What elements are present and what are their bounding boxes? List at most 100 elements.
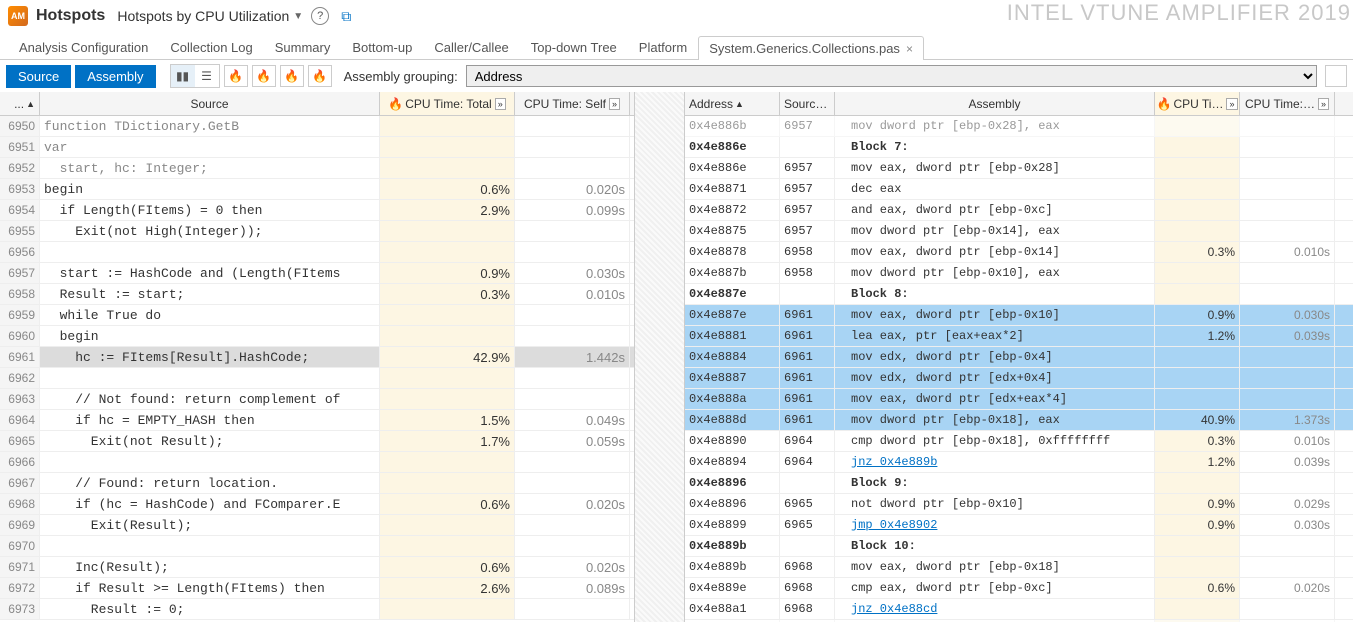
cpu-self <box>515 368 630 388</box>
page-title: Hotspots <box>36 7 105 25</box>
assembly-row[interactable]: 0x4e88716957dec eax <box>685 179 1353 200</box>
flame-button-4[interactable]: 🔥 <box>308 65 332 87</box>
source-row[interactable]: 6969 Exit(Result); <box>0 515 634 536</box>
address: 0x4e889b <box>685 536 780 556</box>
assembly-row[interactable]: 0x4e88966965not dword ptr [ebp-0x10]0.9%… <box>685 494 1353 515</box>
col-source[interactable]: Source <box>40 92 380 115</box>
page-subtitle[interactable]: Hotspots by CPU Utilization <box>117 8 289 24</box>
assembly-row[interactable]: 0x4e886b6957mov dword ptr [ebp-0x28], ea… <box>685 116 1353 137</box>
assembly-row[interactable]: 0x4e88876961mov edx, dword ptr [edx+0x4] <box>685 368 1353 389</box>
pane-divider[interactable] <box>635 92 685 622</box>
cpu-ti <box>1155 116 1240 136</box>
source-row[interactable]: 6955 Exit(not High(Integer)); <box>0 221 634 242</box>
source-row[interactable]: 6973 Result := 0; <box>0 599 634 620</box>
file-tab[interactable]: System.Generics.Collections.pas× <box>698 36 924 60</box>
cpu-ti <box>1155 137 1240 157</box>
source-row[interactable]: 6959 while True do <box>0 305 634 326</box>
flame-button-3[interactable]: 🔥 <box>280 65 304 87</box>
flame-button-2[interactable]: 🔥 <box>252 65 276 87</box>
source-row[interactable]: 6967 // Found: return location. <box>0 473 634 494</box>
assembly-row[interactable]: 0x4e88786958mov eax, dword ptr [ebp-0x14… <box>685 242 1353 263</box>
source-row[interactable]: 6957 start := HashCode and (Length(FItem… <box>0 263 634 284</box>
close-icon[interactable]: × <box>906 42 913 56</box>
assembly-row[interactable]: 0x4e887b6958mov dword ptr [ebp-0x10], ea… <box>685 263 1353 284</box>
copy-icon[interactable]: ⧉ <box>341 8 351 25</box>
nav-tab[interactable]: Top-down Tree <box>520 35 628 59</box>
assembly-row[interactable]: 0x4e889bBlock 10: <box>685 536 1353 557</box>
source-row[interactable]: 6972 if Result >= Length(FItems) then2.6… <box>0 578 634 599</box>
instruction[interactable]: jmp 0x4e8902 <box>835 515 1155 535</box>
source-row[interactable]: 6958 Result := start;0.3%0.010s <box>0 284 634 305</box>
source-button[interactable]: Source <box>6 65 71 88</box>
nav-tab[interactable]: Platform <box>628 35 698 59</box>
source-row[interactable]: 6968 if (hc = HashCode) and FComparer.E0… <box>0 494 634 515</box>
assembly-row[interactable]: 0x4e88726957and eax, dword ptr [ebp-0xc] <box>685 200 1353 221</box>
source-row[interactable]: 6962 <box>0 368 634 389</box>
nav-tab[interactable]: Caller/Callee <box>423 35 519 59</box>
line-number: 6955 <box>0 221 40 241</box>
assembly-row[interactable]: 0x4e88996965jmp 0x4e8902 0.9%0.030s <box>685 515 1353 536</box>
assembly-row[interactable]: 0x4e88906964cmp dword ptr [ebp-0x18], 0x… <box>685 431 1353 452</box>
col-address[interactable]: Address▲ <box>685 92 780 115</box>
grouping-select[interactable]: Address <box>466 65 1317 87</box>
source-row[interactable]: 6964 if hc = EMPTY_HASH then1.5%0.049s <box>0 410 634 431</box>
instruction[interactable]: jnz 0x4e889b <box>835 452 1155 472</box>
assembly-row[interactable]: 0x4e888d6961mov dword ptr [ebp-0x18], ea… <box>685 410 1353 431</box>
layout-split-button[interactable]: ▮▮ <box>171 65 195 87</box>
source-code: // Found: return location. <box>40 473 380 493</box>
cpu-ti <box>1155 368 1240 388</box>
source-row[interactable]: 6970 <box>0 536 634 557</box>
source-row[interactable]: 6965 Exit(not Result);1.7%0.059s <box>0 431 634 452</box>
cpu-self: 0.020s <box>515 179 630 199</box>
assembly-row[interactable]: 0x4e8896Block 9: <box>685 473 1353 494</box>
nav-tab[interactable]: Analysis Configuration <box>8 35 159 59</box>
source-row[interactable]: 6952 start, hc: Integer; <box>0 158 634 179</box>
source-row[interactable]: 6971 Inc(Result);0.6%0.020s <box>0 557 634 578</box>
address: 0x4e8890 <box>685 431 780 451</box>
assembly-row[interactable]: 0x4e88a16968jnz 0x4e88cd <box>685 599 1353 620</box>
nav-tab[interactable]: Summary <box>264 35 342 59</box>
cpu-time: 1.373s <box>1240 410 1335 430</box>
assembly-row[interactable]: 0x4e88816961lea eax, ptr [eax+eax*2]1.2%… <box>685 326 1353 347</box>
assembly-row[interactable]: 0x4e88756957mov dword ptr [ebp-0x14], ea… <box>685 221 1353 242</box>
assembly-row[interactable]: 0x4e88846961mov edx, dword ptr [ebp-0x4] <box>685 347 1353 368</box>
instruction[interactable]: jnz 0x4e88cd <box>835 599 1155 619</box>
instruction: mov eax, dword ptr [ebp-0x28] <box>835 158 1155 178</box>
assembly-row[interactable]: 0x4e88946964jnz 0x4e889b 1.2%0.039s <box>685 452 1353 473</box>
assembly-row[interactable]: 0x4e888a6961mov eax, dword ptr [edx+eax*… <box>685 389 1353 410</box>
col-assembly[interactable]: Assembly <box>835 92 1155 115</box>
address: 0x4e8881 <box>685 326 780 346</box>
source-line: 6958 <box>780 242 835 262</box>
col-source-line[interactable]: Sourc… <box>780 92 835 115</box>
source-row[interactable]: 6966 <box>0 452 634 473</box>
assembly-row[interactable]: 0x4e887eBlock 8: <box>685 284 1353 305</box>
assembly-row[interactable]: 0x4e886eBlock 7: <box>685 137 1353 158</box>
source-row[interactable]: 6953begin0.6%0.020s <box>0 179 634 200</box>
source-row[interactable]: 6950function TDictionary.GetB <box>0 116 634 137</box>
assembly-row[interactable]: 0x4e887e6961mov eax, dword ptr [ebp-0x10… <box>685 305 1353 326</box>
col-cpu-time[interactable]: CPU Time:…» <box>1240 92 1335 115</box>
source-row[interactable]: 6956 <box>0 242 634 263</box>
cpu-ti: 0.6% <box>1155 578 1240 598</box>
layout-single-button[interactable]: ☰ <box>195 65 219 87</box>
source-row[interactable]: 6961 hc := FItems[Result].HashCode;42.9%… <box>0 347 634 368</box>
assembly-button[interactable]: Assembly <box>75 65 155 88</box>
assembly-row[interactable]: 0x4e889e6968cmp eax, dword ptr [ebp-0xc]… <box>685 578 1353 599</box>
source-row[interactable]: 6963 // Not found: return complement of <box>0 389 634 410</box>
col-cpu-self[interactable]: CPU Time: Self» <box>515 92 630 115</box>
nav-tab[interactable]: Bottom-up <box>341 35 423 59</box>
assembly-row[interactable]: 0x4e889b6968mov eax, dword ptr [ebp-0x18… <box>685 557 1353 578</box>
nav-tab[interactable]: Collection Log <box>159 35 263 59</box>
source-row[interactable]: 6951var <box>0 137 634 158</box>
chevron-down-icon[interactable]: ▼ <box>293 11 303 22</box>
search-box[interactable] <box>1325 65 1347 87</box>
help-icon[interactable]: ? <box>311 7 329 25</box>
source-code <box>40 242 380 262</box>
col-cpu-ti[interactable]: 🔥CPU Ti…» <box>1155 92 1240 115</box>
source-row[interactable]: 6960 begin <box>0 326 634 347</box>
assembly-row[interactable]: 0x4e886e6957mov eax, dword ptr [ebp-0x28… <box>685 158 1353 179</box>
flame-button-1[interactable]: 🔥 <box>224 65 248 87</box>
col-cpu-total[interactable]: 🔥CPU Time: Total» <box>380 92 515 115</box>
source-row[interactable]: 6954 if Length(FItems) = 0 then2.9%0.099… <box>0 200 634 221</box>
col-line[interactable]: ...▲ <box>0 92 40 115</box>
